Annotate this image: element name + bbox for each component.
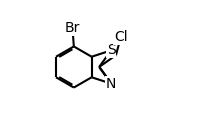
Text: Br: Br: [65, 21, 80, 35]
Text: N: N: [106, 77, 116, 91]
Text: S: S: [107, 43, 116, 57]
Text: Cl: Cl: [114, 30, 128, 44]
